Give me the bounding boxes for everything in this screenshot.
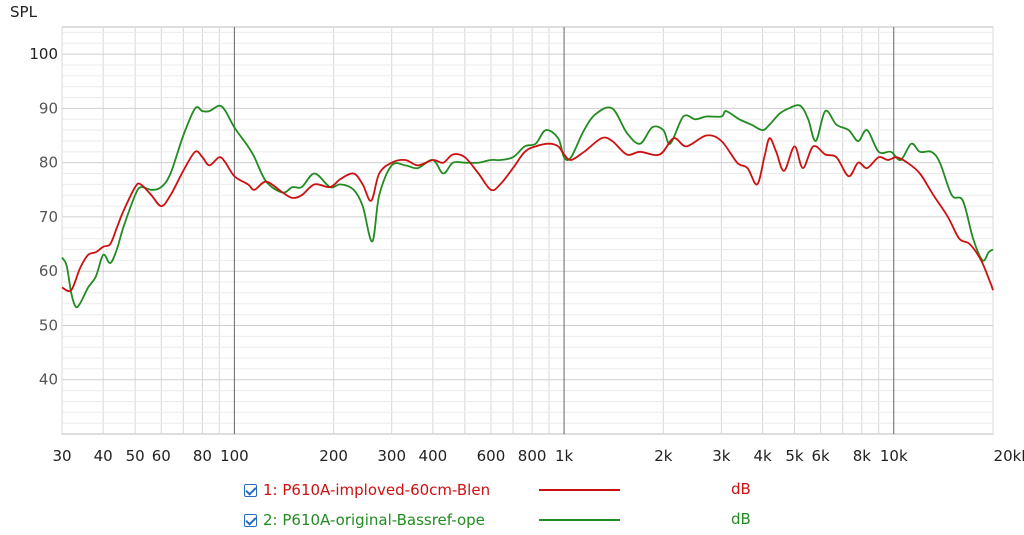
y-tick-label-100: 100 — [29, 45, 58, 63]
legend-label-series-1: 1: P610A-imploved-60cm-Blen — [263, 481, 491, 499]
x-tick-label-300: 300 — [377, 447, 406, 465]
x-tick-label-3k: 3k — [712, 447, 731, 465]
x-tick-label-80: 80 — [193, 447, 212, 465]
legend-item-series-1[interactable]: 1: P610A-imploved-60cm-Blen — [244, 479, 490, 501]
plot-area — [61, 26, 994, 435]
x-tick-label-400: 400 — [419, 447, 448, 465]
x-tick-labels: 30 40 50 60 80 100 200 300 400 600 800 1k 2k 3k 4k 5k 6k… — [52, 447, 1024, 465]
x-tick-label-100: 100 — [220, 447, 249, 465]
x-tick-label-40: 40 — [94, 447, 113, 465]
y-axis-label: SPL — [10, 3, 38, 21]
series-line-2 — [61, 104, 994, 309]
legend-label-series-2: 2: P610A-original-Bassref-ope — [263, 511, 485, 529]
x-tick-label-5k: 5k — [785, 447, 804, 465]
x-tick-label-2k: 2k — [654, 447, 673, 465]
y-tick-label-40: 40 — [39, 371, 58, 389]
minor-grid — [61, 27, 994, 434]
legend-item-series-2[interactable]: 2: P610A-original-Bassref-ope — [244, 509, 485, 531]
x-tick-label-30: 30 — [52, 447, 71, 465]
checkbox-icon[interactable] — [244, 513, 257, 527]
major-grid — [233, 27, 895, 434]
x-tick-label-600: 600 — [477, 447, 506, 465]
series-layer — [61, 104, 994, 309]
y-tick-label-80: 80 — [39, 154, 58, 172]
y-tick-label-60: 60 — [39, 262, 58, 280]
x-tick-label-8k: 8k — [853, 447, 872, 465]
y-tick-label-70: 70 — [39, 208, 58, 226]
x-tick-label-4k: 4k — [753, 447, 772, 465]
x-tick-label-1k: 1k — [555, 447, 574, 465]
y-tick-label-50: 50 — [39, 316, 58, 334]
checkbox-icon[interactable] — [244, 483, 257, 497]
x-tick-label-800: 800 — [518, 447, 547, 465]
x-tick-label-50: 50 — [126, 447, 145, 465]
x-tick-label-6k: 6k — [811, 447, 830, 465]
x-tick-label-20kHz: 20kHz — [994, 447, 1024, 465]
x-tick-label-10k: 10k — [880, 447, 908, 465]
x-tick-label-200: 200 — [319, 447, 348, 465]
y-tick-label-90: 90 — [39, 99, 58, 117]
y-tick-labels: 40 50 60 70 80 90 100 — [29, 45, 58, 389]
series-line-1 — [61, 134, 994, 293]
x-tick-label-60: 60 — [152, 447, 171, 465]
